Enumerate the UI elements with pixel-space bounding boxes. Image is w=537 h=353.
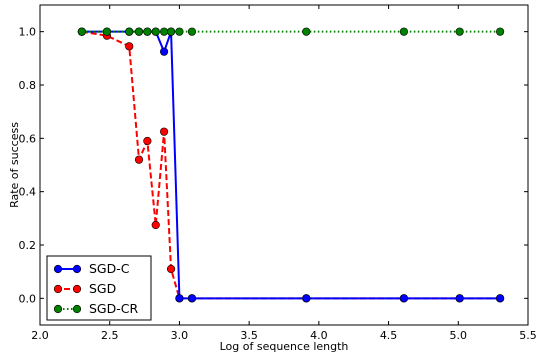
- data-point-sgd-cr: [302, 27, 311, 36]
- data-point-sgd: [134, 155, 144, 164]
- data-point-sgd-c: [496, 294, 505, 303]
- x-tick-label: 5.5: [519, 329, 537, 342]
- y-tick-label: 1.0: [19, 26, 37, 39]
- legend-label-sgd: SGD: [89, 281, 116, 296]
- x-tick-label: 4.5: [380, 329, 398, 342]
- legend-item-sgd-cr: SGD-CR: [53, 301, 138, 316]
- y-tick-label: 0.0: [19, 292, 37, 305]
- x-tick-label: 2.5: [101, 329, 119, 342]
- x-axis-ticks: 2.0 2.5 3.0 3.5 4.0 4.5 5.0 5.5: [31, 5, 537, 342]
- data-point-sgd: [159, 127, 169, 136]
- x-tick-label: 3.5: [240, 329, 258, 342]
- x-axis-label: Log of sequence length: [220, 340, 349, 353]
- legend-marker-sgd: [72, 284, 82, 294]
- legend-marker-sgd-cr: [53, 304, 63, 314]
- x-tick-label: 4.0: [310, 329, 328, 342]
- data-point-sgd-c: [159, 47, 169, 56]
- y-tick-label: 0.2: [19, 239, 37, 252]
- data-point-sgd-cr: [166, 27, 176, 36]
- data-point-sgd: [151, 220, 160, 230]
- y-axis-label: Rate of success: [8, 122, 21, 208]
- y-tick-label: 0.4: [19, 186, 37, 199]
- data-point-sgd-cr: [143, 27, 152, 36]
- data-point-sgd-cr: [187, 27, 197, 36]
- data-point-sgd-cr: [134, 27, 144, 36]
- legend-item-sgd-c: SGD-C: [53, 261, 130, 276]
- legend-label-sgd-c: SGD-C: [89, 261, 130, 276]
- data-point-sgd-c: [455, 294, 464, 303]
- y-axis-ticks: 0.0 0.2 0.4 0.6 0.8 1.0: [19, 26, 528, 305]
- x-tick-label: 3.0: [171, 329, 189, 342]
- data-point-sgd-cr: [151, 27, 160, 36]
- series-sgd-cr: [77, 27, 505, 36]
- data-point-sgd-cr: [77, 27, 86, 36]
- legend-marker-sgd-c: [53, 264, 63, 274]
- data-point-sgd-c: [399, 294, 409, 303]
- y-tick-label: 0.8: [19, 79, 37, 92]
- data-point-sgd-cr: [496, 27, 505, 36]
- data-point-sgd-cr: [455, 27, 464, 36]
- legend-item-sgd: SGD: [53, 281, 116, 296]
- data-point-sgd: [125, 42, 134, 51]
- data-point-sgd-c: [187, 294, 197, 303]
- data-point-sgd-c: [302, 294, 311, 303]
- legend-label-sgd-cr: SGD-CR: [89, 301, 138, 316]
- x-tick-label: 2.0: [31, 329, 49, 342]
- data-point-sgd-cr: [125, 27, 134, 36]
- x-tick-label: 5.0: [450, 329, 468, 342]
- data-point-sgd-c: [175, 294, 184, 303]
- y-tick-label: 0.6: [19, 132, 37, 145]
- data-point-sgd-cr: [159, 27, 169, 36]
- legend-marker-sgd: [53, 284, 63, 294]
- data-point-sgd: [166, 264, 176, 274]
- series-layer: [77, 27, 505, 303]
- legend-marker-sgd-cr: [72, 304, 82, 314]
- data-point-sgd-cr: [102, 27, 112, 36]
- data-point-sgd: [143, 136, 152, 146]
- legend: SGD-C SGD SGD-CR: [46, 255, 152, 321]
- data-point-sgd-cr: [175, 27, 184, 36]
- legend-marker-sgd-c: [72, 264, 82, 274]
- data-point-sgd-cr: [399, 27, 409, 36]
